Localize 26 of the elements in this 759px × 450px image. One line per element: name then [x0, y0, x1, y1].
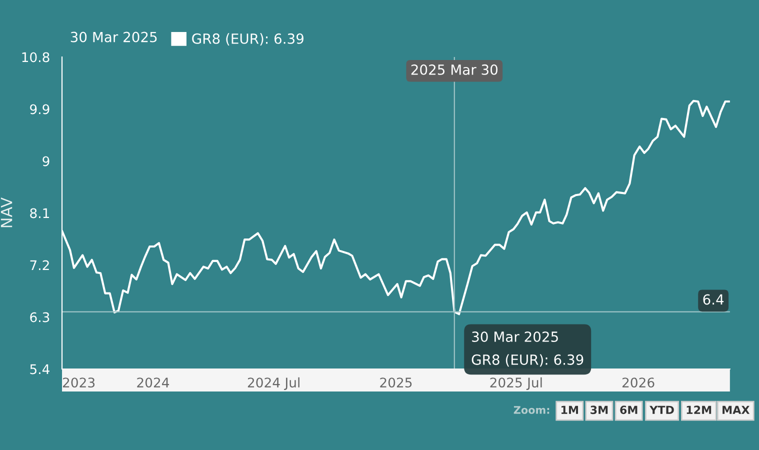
y-tick-label: 8.1 — [30, 208, 49, 218]
x-tick-label: 2024 Jul — [248, 377, 300, 390]
text: 30 Mar 2025 — [70, 32, 157, 42]
annotation: 30 Mar 2025 GR8 (EUR): 6.39 — [472, 331, 584, 367]
x-tick-label: 2025 — [380, 378, 412, 388]
ref-line-label: 6.4 — [703, 294, 724, 305]
x-tick-label: 2023 — [62, 378, 95, 388]
text: 6M — [620, 406, 638, 414]
x-tick-label: 2025 Jul — [490, 377, 542, 390]
legend-label: GR8 (EUR): 6.39 — [192, 33, 304, 46]
text: YTD — [650, 406, 674, 414]
y-tick-label: 10.8 — [22, 52, 50, 62]
y-tick-label: 7.2 — [30, 260, 49, 270]
text: 3M — [590, 406, 608, 414]
x-tick-label: 2024 — [137, 378, 170, 388]
text: Zoom: — [514, 406, 550, 414]
y-axis-title: NAV — [0, 197, 12, 228]
y-tick-label: 5.4 — [30, 364, 50, 374]
ref-line-label: 2025 Mar 30 — [411, 64, 498, 75]
text: 12M — [686, 406, 712, 414]
text: 1M — [561, 406, 578, 414]
y-tick-label: 9.9 — [30, 104, 50, 114]
y-tick-label: 9 — [42, 156, 50, 166]
text: MAX — [722, 406, 750, 414]
x-tick-label: 2026 — [622, 378, 654, 388]
y-tick-label: 6.3 — [30, 312, 50, 322]
